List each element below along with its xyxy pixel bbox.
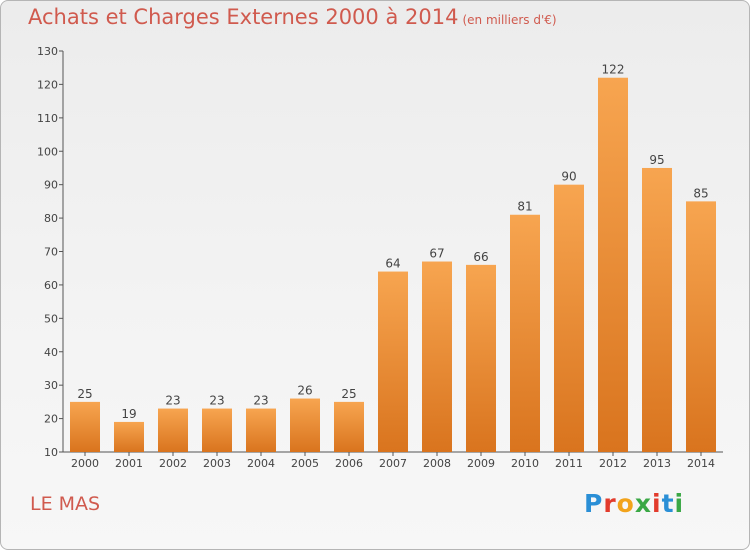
x-tick-label: 2007 — [379, 457, 407, 470]
y-tick-label: 80 — [44, 212, 58, 225]
bar-value-label: 95 — [649, 153, 664, 167]
y-tick-label: 70 — [44, 246, 58, 259]
bar-value-label: 67 — [429, 247, 444, 261]
bar-value-label: 90 — [561, 170, 576, 184]
bar-2004 — [246, 408, 276, 452]
logo-letter: x — [634, 489, 652, 518]
logo-letter: i — [652, 489, 662, 518]
bar-2011 — [554, 184, 584, 452]
bar-value-label: 64 — [385, 257, 400, 271]
bar-value-label: 122 — [602, 63, 625, 77]
logo-letter: t — [661, 489, 675, 518]
bar-2009 — [466, 264, 496, 452]
x-tick-label: 2013 — [643, 457, 671, 470]
bar-value-label: 23 — [209, 394, 224, 408]
bar-value-label: 25 — [341, 387, 356, 401]
bar-value-label: 23 — [165, 394, 180, 408]
logo-letter: o — [616, 489, 635, 518]
bar-2013 — [642, 167, 672, 453]
logo-letter: P — [584, 489, 604, 518]
y-tick-label: 60 — [44, 279, 58, 292]
y-tick-label: 50 — [44, 312, 58, 325]
x-tick-label: 2005 — [291, 457, 319, 470]
y-tick-label: 120 — [37, 78, 58, 91]
logo-letter: r — [603, 489, 617, 518]
bar-value-label: 25 — [77, 387, 92, 401]
x-tick-label: 2014 — [687, 457, 715, 470]
bar-2006 — [334, 401, 364, 452]
bar-2012 — [598, 77, 628, 452]
x-tick-label: 2003 — [203, 457, 231, 470]
y-tick-label: 30 — [44, 379, 58, 392]
y-tick-label: 130 — [37, 45, 58, 58]
bar-2005 — [290, 398, 320, 452]
bar-2014 — [686, 201, 716, 452]
bar-value-label: 66 — [473, 250, 488, 264]
chart-title: Achats et Charges Externes 2000 à 2014 (e… — [28, 5, 557, 29]
bar-2000 — [70, 401, 100, 452]
bar-value-label: 85 — [693, 186, 708, 200]
proxiti-logo: Proxiti — [584, 489, 684, 518]
x-tick-label: 2002 — [159, 457, 187, 470]
x-tick-label: 2009 — [467, 457, 495, 470]
x-tick-label: 2006 — [335, 457, 363, 470]
bar-2008 — [422, 261, 452, 452]
bar-value-label: 19 — [121, 407, 136, 421]
logo-letter: i — [674, 489, 685, 518]
bar-2003 — [202, 408, 232, 452]
bar-2002 — [158, 408, 188, 452]
chart-subtitle: (en milliers d'€) — [462, 13, 557, 27]
y-tick-label: 110 — [37, 112, 58, 125]
x-tick-label: 2011 — [555, 457, 583, 470]
y-tick-label: 40 — [44, 346, 58, 359]
y-tick-label: 10 — [44, 446, 58, 459]
chart-title-text: Achats et Charges Externes 2000 à 2014 — [28, 5, 459, 29]
town-label: LE MAS — [30, 493, 101, 515]
y-tick-label: 100 — [37, 145, 58, 158]
x-tick-label: 2001 — [115, 457, 143, 470]
bar-2010 — [510, 214, 540, 452]
bar-value-label: 81 — [517, 200, 532, 214]
x-tick-label: 2000 — [71, 457, 99, 470]
y-tick-label: 90 — [44, 179, 58, 192]
bar-value-label: 23 — [253, 394, 268, 408]
y-tick-label: 20 — [44, 413, 58, 426]
x-tick-label: 2012 — [599, 457, 627, 470]
bar-2001 — [114, 421, 144, 452]
x-tick-label: 2010 — [511, 457, 539, 470]
x-tick-label: 2008 — [423, 457, 451, 470]
bar-value-label: 26 — [297, 384, 312, 398]
bar-2007 — [378, 271, 408, 452]
x-tick-label: 2004 — [247, 457, 275, 470]
